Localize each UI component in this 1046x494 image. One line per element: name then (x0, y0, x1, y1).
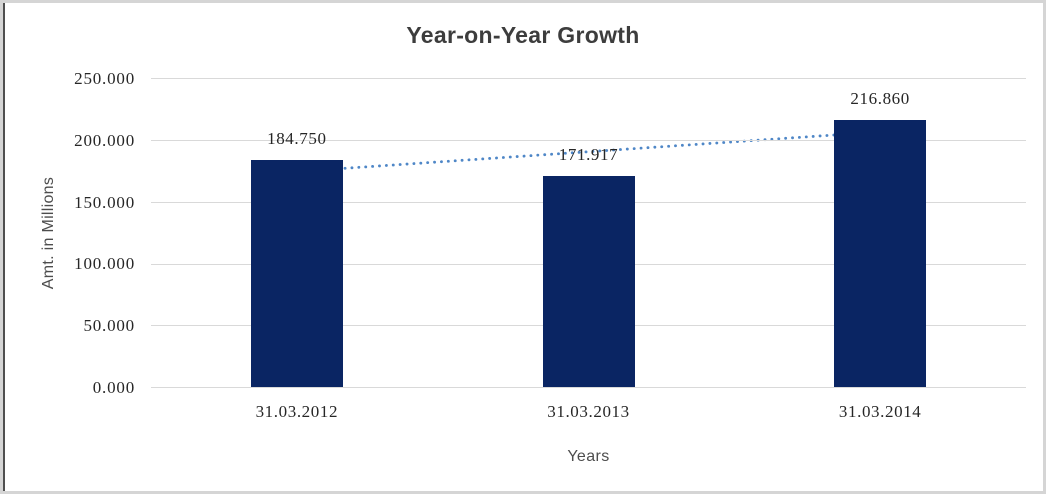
gridline (151, 140, 1026, 142)
bar-value-label: 171.917 (558, 144, 619, 164)
x-category-label: 31.03.2012 (255, 402, 339, 421)
x-category-label: 31.03.2014 (838, 402, 922, 421)
y-tick-label: 50.000 (83, 316, 135, 336)
y-tick-label: 150.000 (74, 192, 135, 212)
x-axis-title: Years (567, 448, 610, 465)
gridline (151, 78, 1026, 80)
bar-value-label: 184.750 (267, 128, 327, 148)
y-tick-label: 250.000 (74, 69, 135, 88)
y-tick-label: 200.000 (74, 130, 135, 150)
chart-title: Year-on-Year Growth (406, 22, 640, 48)
y-tick-label: 100.000 (74, 254, 135, 274)
bar (834, 119, 927, 387)
gridline (151, 387, 1026, 389)
x-category-label: 31.03.2013 (547, 402, 630, 421)
bar-value-label: 216.860 (850, 88, 910, 108)
window-left-edge (3, 3, 5, 491)
bar (250, 159, 343, 387)
bar (542, 175, 635, 387)
y-tick-label: 0.000 (92, 378, 135, 397)
